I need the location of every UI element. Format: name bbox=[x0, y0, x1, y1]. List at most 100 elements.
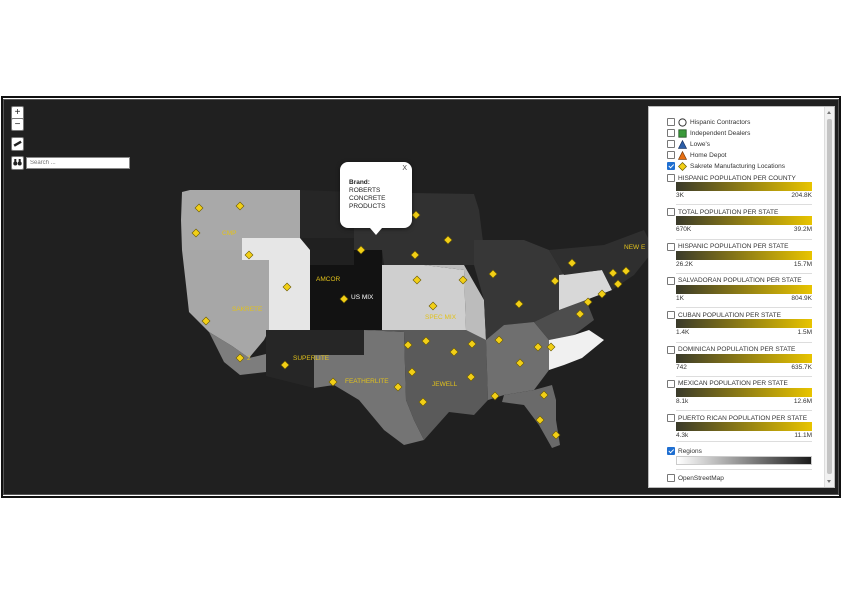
ramp-labels: 26.2K 15.7M bbox=[676, 261, 812, 269]
layer-checkbox[interactable] bbox=[667, 311, 675, 320]
zoom-out-button[interactable]: − bbox=[11, 118, 24, 131]
scroll-down-icon[interactable] bbox=[827, 480, 831, 483]
marker bbox=[428, 301, 438, 311]
choropleth-layer-row[interactable]: HISPANIC POPULATION PER COUNTY bbox=[667, 173, 796, 183]
region-great-lakes bbox=[474, 240, 564, 340]
choropleth-layer-row[interactable]: MEXICAN POPULATION PER STATE bbox=[667, 379, 788, 389]
marker bbox=[551, 430, 561, 440]
marker bbox=[621, 266, 631, 276]
region-cmp bbox=[181, 190, 300, 250]
ramp-min-value: 8.1k bbox=[676, 397, 689, 405]
ramp-labels: 742 635.7K bbox=[676, 364, 812, 372]
us-region-map[interactable] bbox=[4, 100, 839, 495]
map-view[interactable]: CMP AMCOR US MIX SAKRETE SPEC MIX SUPERL… bbox=[3, 99, 839, 495]
ramp-max-value: 39.2M bbox=[793, 226, 812, 234]
layer-checkbox[interactable] bbox=[667, 345, 675, 354]
region-georgia-florida bbox=[502, 385, 560, 448]
layer-sakrete-locations[interactable]: Sakrete Manufacturing Locations bbox=[667, 161, 785, 171]
choropleth-layer-row[interactable]: SALVADORAN POPULATION PER STATE bbox=[667, 276, 802, 286]
binoculars-button[interactable] bbox=[11, 156, 24, 170]
marker bbox=[467, 339, 477, 349]
ruler-icon bbox=[13, 140, 22, 147]
region-label-jewell: JEWELL bbox=[432, 381, 458, 388]
layer-checkbox[interactable] bbox=[667, 379, 675, 388]
scroll-up-icon[interactable] bbox=[827, 111, 831, 114]
layer-lowes[interactable]: Lowe's bbox=[667, 139, 710, 149]
choropleth-layer-row[interactable]: HISPANIC POPULATION PER STATE bbox=[667, 242, 788, 252]
layer-hispanic-contractors[interactable]: Hispanic Contractors bbox=[667, 117, 750, 127]
layer-legend-panel[interactable]: Hispanic Contractors Independent Dealers… bbox=[648, 106, 835, 488]
layer-checkbox[interactable] bbox=[667, 208, 675, 217]
sakrete-markers bbox=[191, 201, 631, 440]
layer-label: Independent Dealers bbox=[690, 129, 751, 137]
layer-regions[interactable]: Regions bbox=[667, 446, 702, 456]
layer-checkbox[interactable] bbox=[667, 276, 675, 285]
popup-tip bbox=[370, 228, 382, 235]
measure-ruler-button[interactable] bbox=[11, 137, 24, 151]
color-ramp bbox=[676, 250, 812, 260]
choropleth-layer-row[interactable]: DOMINICAN POPULATION PER STATE bbox=[667, 345, 795, 355]
color-ramp bbox=[676, 353, 812, 363]
layer-home-depot[interactable]: Home Depot bbox=[667, 150, 727, 160]
ramp-labels: 1.4K 1.5M bbox=[676, 329, 812, 337]
choropleth-layer-row[interactable]: PUERTO RICAN POPULATION PER STATE bbox=[667, 413, 807, 423]
marker bbox=[328, 377, 338, 387]
layer-label: Lowe's bbox=[690, 140, 711, 148]
marker bbox=[403, 340, 413, 350]
divider bbox=[676, 375, 812, 377]
layer-checkbox[interactable] bbox=[667, 242, 675, 251]
ramp-max-value: 11.1M bbox=[794, 432, 812, 440]
layer-label: Sakrete Manufacturing Locations bbox=[690, 162, 786, 170]
layer-checkbox[interactable] bbox=[667, 414, 675, 423]
ramp-min-value: 26.2K bbox=[676, 260, 693, 268]
region-label-spec-mix: SPEC MIX bbox=[425, 314, 457, 321]
region-label-sakrete: SAKRETE bbox=[232, 306, 263, 313]
marker bbox=[282, 282, 292, 292]
marker bbox=[613, 279, 623, 289]
layer-independent-dealers[interactable]: Independent Dealers bbox=[667, 128, 750, 138]
popup-close-button[interactable]: X bbox=[402, 165, 407, 172]
triangle-icon bbox=[678, 150, 687, 160]
divider bbox=[676, 307, 812, 309]
color-ramp bbox=[676, 387, 812, 397]
divider bbox=[676, 441, 812, 442]
region-ohio-valley bbox=[559, 270, 612, 310]
legend-scrollbar[interactable] bbox=[824, 107, 834, 487]
region-superlite bbox=[266, 330, 364, 388]
square-icon bbox=[678, 128, 687, 138]
layer-openstreetmap[interactable]: OpenStreetMap bbox=[667, 473, 724, 483]
choropleth-layer-row[interactable]: TOTAL POPULATION PER STATE bbox=[667, 207, 778, 217]
marker bbox=[539, 390, 549, 400]
marker bbox=[411, 210, 421, 220]
layer-checkbox[interactable] bbox=[667, 129, 675, 137]
layer-label: HISPANIC POPULATION PER STATE bbox=[678, 243, 789, 251]
ramp-max-value: 204.8K bbox=[791, 192, 812, 199]
layer-label: MEXICAN POPULATION PER STATE bbox=[678, 380, 788, 388]
region-jewell bbox=[364, 330, 488, 440]
scroll-thumb[interactable] bbox=[827, 119, 832, 474]
layer-checkbox[interactable] bbox=[667, 140, 675, 148]
marker bbox=[514, 299, 524, 309]
layer-checkbox[interactable] bbox=[667, 151, 675, 159]
marker bbox=[550, 276, 560, 286]
layer-label: Hispanic Contractors bbox=[690, 118, 751, 126]
diamond-icon bbox=[678, 161, 687, 171]
color-ramp bbox=[676, 284, 812, 294]
search-input[interactable] bbox=[26, 157, 130, 169]
marker bbox=[567, 258, 577, 268]
layer-checkbox[interactable] bbox=[667, 174, 675, 182]
layer-checkbox[interactable] bbox=[667, 162, 675, 170]
layer-checkbox[interactable] bbox=[667, 447, 675, 455]
choropleth-layer-row[interactable]: CUBAN POPULATION PER STATE bbox=[667, 310, 781, 320]
ramp-labels: 3K 204.8K bbox=[676, 192, 812, 200]
layer-checkbox[interactable] bbox=[667, 474, 675, 482]
zoom-in-button[interactable]: + bbox=[11, 106, 24, 120]
marker bbox=[466, 372, 476, 382]
layer-checkbox[interactable] bbox=[667, 118, 675, 126]
marker bbox=[393, 382, 403, 392]
layer-label: DOMINICAN POPULATION PER STATE bbox=[678, 346, 796, 353]
marker bbox=[356, 245, 366, 255]
region-label-new-england: NEW E bbox=[624, 244, 646, 251]
marker bbox=[535, 415, 545, 425]
region-southeast bbox=[486, 322, 549, 400]
